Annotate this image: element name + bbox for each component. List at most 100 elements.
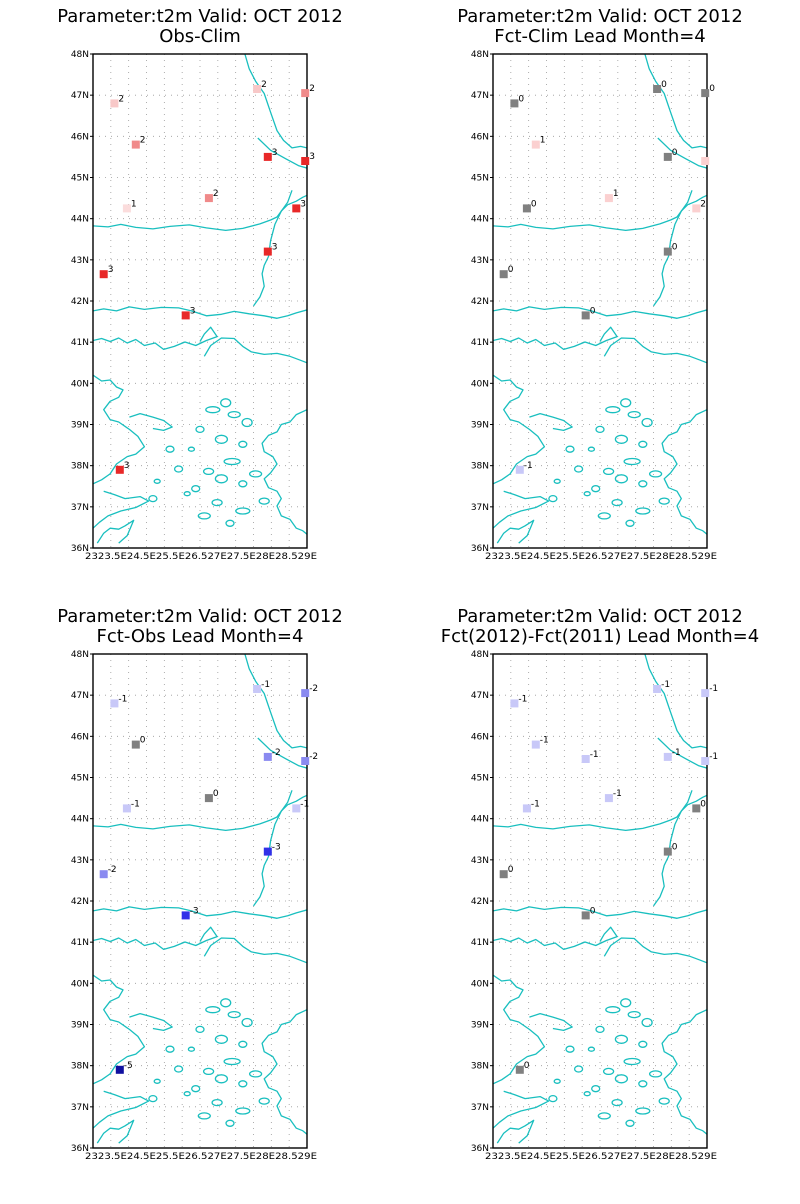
station-marker <box>522 204 531 213</box>
island-outline <box>214 434 229 444</box>
coastline <box>96 519 135 544</box>
island-outline <box>627 410 641 419</box>
island-outline <box>211 1098 223 1107</box>
y-tick-label: 37N <box>471 1103 489 1113</box>
station-marker <box>510 99 519 108</box>
island-outline <box>548 494 558 503</box>
station-marker <box>515 1065 524 1074</box>
island-outline <box>605 1006 621 1014</box>
station-value: 0 <box>213 789 219 799</box>
coastline <box>603 937 707 964</box>
coastline <box>261 1009 307 1135</box>
coastline <box>261 409 307 535</box>
y-tick-label: 38N <box>71 462 89 472</box>
island-outline <box>191 485 201 493</box>
y-tick-label: 39N <box>71 1021 89 1031</box>
y-tick-label: 37N <box>471 503 489 513</box>
y-tick-label: 37N <box>71 503 89 513</box>
coastline <box>644 54 707 149</box>
island-outline <box>597 1112 611 1120</box>
station-value: 0 <box>661 80 667 90</box>
coastline <box>252 190 293 307</box>
coastline <box>203 337 307 364</box>
y-tick-label: 39N <box>471 421 489 431</box>
station-marker <box>122 204 131 213</box>
coastline <box>252 790 293 907</box>
y-tick-label: 43N <box>471 256 489 266</box>
island-outline <box>235 507 251 515</box>
island-outline <box>220 398 232 408</box>
station-value: -2 <box>309 752 318 762</box>
coastline <box>644 654 707 749</box>
station-marker <box>115 1065 124 1074</box>
y-tick-label: 43N <box>471 856 489 866</box>
island-outline <box>173 1065 184 1073</box>
coastline <box>93 974 146 1085</box>
station-value: 3 <box>108 265 114 275</box>
station-value: 1 <box>613 189 619 199</box>
island-outline <box>658 497 670 505</box>
station-marker <box>701 89 710 98</box>
island-outline <box>658 1097 670 1105</box>
station-value: 0 <box>672 148 678 158</box>
coastline <box>493 326 618 351</box>
y-tick-label: 43N <box>71 856 89 866</box>
station-value: 0 <box>700 799 706 809</box>
station-value: 2 <box>140 136 146 146</box>
station-value: -3 <box>190 906 199 916</box>
island-outline <box>187 446 196 452</box>
island-outline <box>148 1094 158 1103</box>
island-outline <box>195 1025 205 1034</box>
island-outline <box>227 410 241 419</box>
station-marker <box>263 152 272 161</box>
station-marker <box>663 247 672 256</box>
island-outline <box>165 445 175 453</box>
station-value: 3 <box>300 199 306 209</box>
station-value: -1 <box>531 799 540 809</box>
y-tick-label: 36N <box>471 1144 489 1154</box>
x-tick-labels: 2323.5E24.5E25.5E26.527E27.5E28E28.529E <box>85 1152 317 1162</box>
island-outline <box>227 1010 241 1019</box>
y-tick-label: 44N <box>471 215 489 225</box>
y-tick-label: 48N <box>71 50 89 60</box>
island-outline <box>638 440 648 448</box>
coastline <box>657 737 707 769</box>
coastline <box>93 906 307 919</box>
station-marker <box>692 804 701 813</box>
island-outline <box>153 478 161 484</box>
station-value: -2 <box>108 865 117 875</box>
coastline <box>93 326 218 351</box>
island-outline <box>573 1065 584 1073</box>
station-marker <box>604 794 613 803</box>
station-value: -1 <box>661 680 670 690</box>
station-marker <box>263 752 272 761</box>
y-tick-label: 45N <box>71 174 89 184</box>
island-outline <box>202 1067 215 1076</box>
y-tick-label: 43N <box>71 256 89 266</box>
y-tick-label: 41N <box>71 938 89 948</box>
y-tick-label: 38N <box>471 1062 489 1072</box>
island-outline <box>648 1070 663 1078</box>
y-tick-label: 36N <box>71 1144 89 1154</box>
station-value: -5 <box>124 1061 133 1071</box>
coastline <box>93 194 307 232</box>
y-tick-label: 38N <box>71 1062 89 1072</box>
island-outline <box>635 507 651 515</box>
station-marker <box>701 157 710 165</box>
station-marker <box>181 311 190 320</box>
station-value: 1 <box>540 136 546 146</box>
y-tick-label: 42N <box>71 897 89 907</box>
station-value: -1 <box>118 694 127 704</box>
island-outline <box>565 1045 575 1053</box>
coastline <box>529 1012 573 1032</box>
island-outline <box>614 474 629 484</box>
island-outline <box>148 494 158 503</box>
station-value: 0 <box>140 736 146 746</box>
y-tick-label: 45N <box>471 774 489 784</box>
y-tick-label: 46N <box>71 132 89 142</box>
station-value: -1 <box>131 799 140 809</box>
island-outline <box>183 491 191 497</box>
